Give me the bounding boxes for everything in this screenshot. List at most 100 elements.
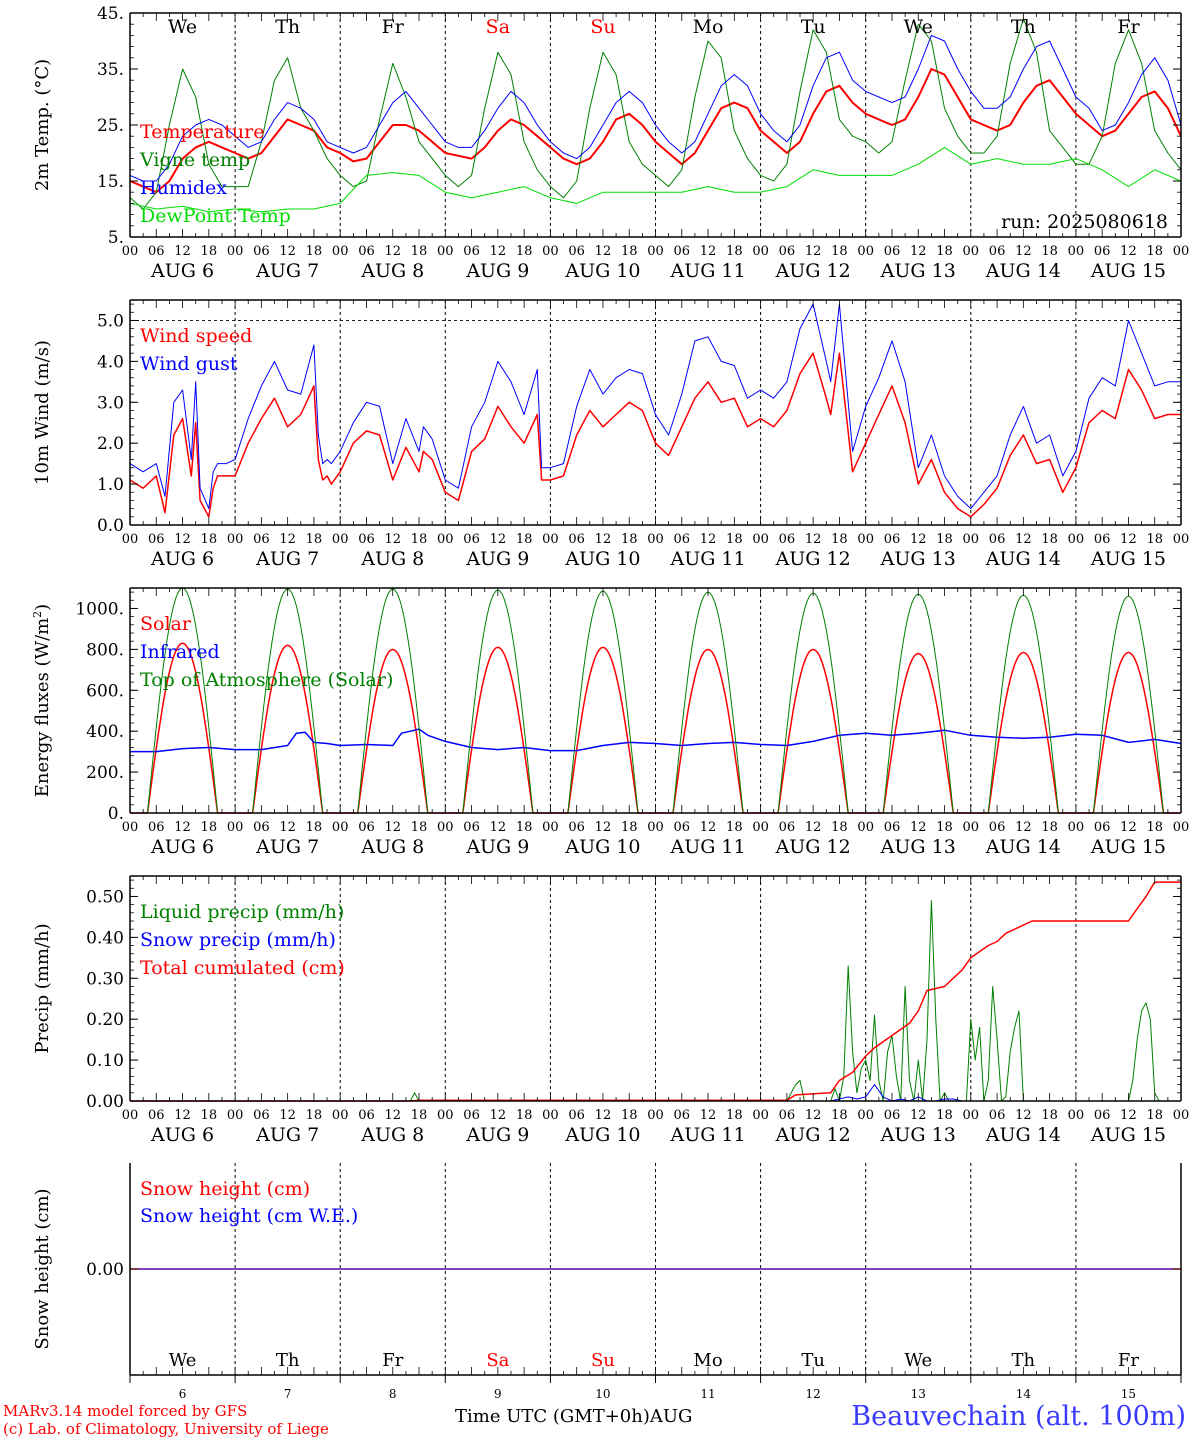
hour-tick-label: 06 (989, 244, 1006, 259)
hour-tick-label: 06 (253, 820, 270, 835)
hour-tick-label: 00 (542, 1108, 559, 1123)
y-tick-label: 0.50 (86, 887, 124, 907)
legend-entry: Wind speed (140, 325, 252, 347)
date-label: AUG 11 (669, 836, 745, 858)
hour-tick-label: 06 (148, 820, 165, 835)
hour-tick-label: 12 (595, 1108, 612, 1123)
series-line-4 (129, 146, 1182, 213)
weekday-label: We (904, 16, 933, 38)
date-label: AUG 7 (255, 1124, 319, 1146)
y-axis-label-superscript: 2 (31, 611, 44, 618)
day-number-label: 7 (284, 1387, 292, 1401)
hour-tick-label: 00 (752, 1108, 769, 1123)
hour-tick-label: 12 (595, 244, 612, 259)
hour-tick-label: 06 (1094, 532, 1111, 547)
hour-tick-label: 06 (989, 532, 1006, 547)
date-label: AUG 9 (465, 260, 529, 282)
date-label: AUG 15 (1090, 260, 1166, 282)
date-label: AUG 15 (1090, 548, 1166, 570)
hour-tick-label: 06 (1094, 1108, 1111, 1123)
hour-tick-label: 00 (752, 532, 769, 547)
hour-tick-label: 06 (253, 244, 270, 259)
hour-tick-label: 00 (1173, 820, 1190, 835)
hour-tick-label: 00 (227, 820, 244, 835)
hour-tick-label: 12 (595, 532, 612, 547)
series-line-2 (130, 1084, 1181, 1102)
hour-tick-label: 00 (437, 1108, 454, 1123)
credit-line-model: MARv3.14 model forced by GFS (3, 1402, 248, 1420)
hour-tick-label: 00 (122, 1108, 139, 1123)
day-number-label: 14 (1016, 1387, 1032, 1401)
day-number-label: 8 (389, 1387, 397, 1401)
hour-tick-label: 00 (857, 1108, 874, 1123)
y-tick-label: 4.0 (97, 352, 124, 372)
y-tick-label: 5. (108, 228, 124, 248)
weekday-label: Sa (486, 1350, 509, 1371)
hour-tick-label: 18 (201, 820, 218, 835)
date-label: AUG 9 (465, 1124, 529, 1146)
hour-tick-label: 06 (779, 820, 796, 835)
hour-tick-label: 06 (358, 244, 375, 259)
day-number-label: 13 (911, 1387, 926, 1401)
hour-tick-label: 18 (1146, 820, 1163, 835)
hour-tick-label: 06 (568, 820, 585, 835)
y-tick-label: 200. (86, 763, 124, 783)
station-name: Beauvechain (alt. 100m) (851, 1401, 1186, 1432)
date-label: AUG 6 (150, 260, 214, 282)
y-tick-label: 15. (97, 172, 124, 192)
weekday-label: Th (1011, 16, 1036, 38)
weekday-label: Fr (1118, 1350, 1139, 1371)
date-label: AUG 15 (1090, 1124, 1166, 1146)
hour-tick-label: 12 (805, 244, 822, 259)
hour-tick-label: 06 (884, 532, 901, 547)
y-tick-label: 0.10 (86, 1051, 124, 1071)
date-label: AUG 12 (775, 548, 851, 570)
date-label: AUG 10 (564, 260, 640, 282)
hour-tick-label: 00 (963, 244, 980, 259)
legend-entry: Liquid precip (mm/h) (140, 901, 344, 923)
y-tick-label: 800. (86, 640, 124, 660)
date-label: AUG 13 (880, 836, 956, 858)
hour-tick-label: 06 (568, 244, 585, 259)
hour-tick-label: 12 (910, 1108, 927, 1123)
weekday-label: Mo (693, 1350, 722, 1371)
date-label: AUG 13 (880, 1124, 956, 1146)
date-label: AUG 15 (1090, 836, 1166, 858)
series-line-2 (129, 303, 1181, 510)
hour-tick-label: 00 (122, 532, 139, 547)
hour-tick-label: 00 (857, 244, 874, 259)
date-label: AUG 7 (255, 548, 319, 570)
panel-1: 5. 15. 25. 35. 45. 2m Temp. (°C) Temperature Vi… (32, 4, 1189, 282)
x-axis-title: Time UTC (GMT+0h)AUG (455, 1406, 692, 1427)
y-tick-label: 25. (97, 116, 124, 136)
y-axis-label: Precip (mm/h) (32, 923, 53, 1053)
hour-tick-label: 12 (805, 1108, 822, 1123)
date-label: AUG 10 (564, 548, 640, 570)
hour-tick-label: 06 (463, 244, 480, 259)
hour-tick-label: 00 (122, 244, 139, 259)
weekday-label: Tu (801, 1350, 825, 1371)
hour-tick-label: 18 (621, 1108, 638, 1123)
hour-tick-label: 06 (989, 1108, 1006, 1123)
weekday-label: Fr (1117, 16, 1140, 38)
hour-tick-label: 00 (1173, 244, 1190, 259)
weekday-label: Fr (382, 16, 405, 38)
hour-tick-label: 12 (490, 820, 507, 835)
hour-tick-label: 18 (936, 532, 953, 547)
legend-entry: Humidex (140, 177, 227, 199)
date-label: AUG 13 (880, 548, 956, 570)
hour-tick-label: 00 (752, 820, 769, 835)
hour-tick-label: 12 (1120, 1108, 1137, 1123)
hour-tick-label: 06 (989, 820, 1006, 835)
date-label: AUG 11 (669, 1124, 745, 1146)
y-tick-label: 5.0 (97, 311, 124, 331)
hour-tick-label: 18 (201, 532, 218, 547)
hour-tick-label: 06 (1094, 820, 1111, 835)
legend-entry: Infrared (140, 641, 220, 663)
date-label: AUG 6 (150, 548, 214, 570)
y-axis-label-part: Energy fluxes (W/m (32, 618, 53, 797)
day-number-label: 15 (1121, 1387, 1136, 1401)
hour-tick-label: 00 (647, 820, 664, 835)
series-line-2 (130, 728, 1182, 753)
hour-tick-label: 06 (674, 532, 691, 547)
